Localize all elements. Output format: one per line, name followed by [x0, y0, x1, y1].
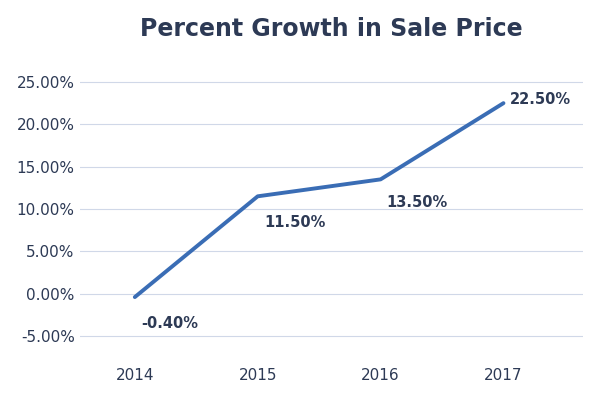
Text: 11.50%: 11.50% — [264, 215, 325, 230]
Text: 13.50%: 13.50% — [387, 195, 448, 210]
Text: -0.40%: -0.40% — [141, 316, 198, 331]
Text: 22.50%: 22.50% — [509, 92, 571, 107]
Title: Percent Growth in Sale Price: Percent Growth in Sale Price — [140, 17, 523, 41]
